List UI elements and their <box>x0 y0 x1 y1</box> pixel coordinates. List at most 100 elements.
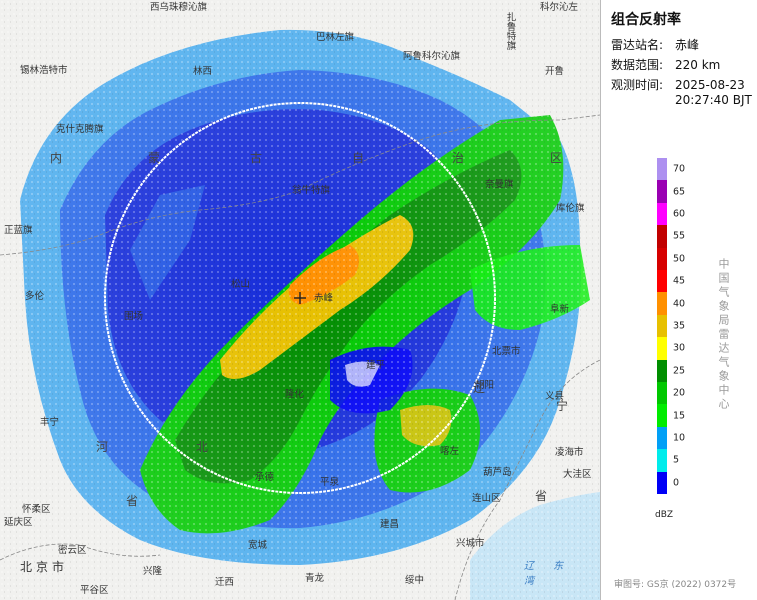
legend-band <box>657 314 667 338</box>
place-label: 兴隆 <box>143 566 163 577</box>
province-label: 宁 <box>556 399 569 413</box>
province-label: 省 <box>535 489 548 503</box>
place-label: 林西 <box>193 66 213 77</box>
legend-band <box>657 426 667 450</box>
place-label: 朝阳 <box>475 380 495 391</box>
legend-tick: 30 <box>673 342 686 354</box>
legend-tick: 65 <box>673 186 686 198</box>
legend-band <box>657 292 667 316</box>
province-label: 辽 <box>473 381 486 395</box>
radar-canvas <box>0 0 600 600</box>
legend-tick: 15 <box>673 410 686 422</box>
place-label: 扎鲁特旗 <box>504 12 516 50</box>
place-label: 开鲁 <box>545 66 565 77</box>
agency-label: 中国气象局雷达气象中心 <box>717 258 730 412</box>
place-label: 西乌珠穆沁旗 <box>150 2 208 13</box>
legend-tick: 5 <box>673 454 680 466</box>
info-label: 雷达站名: <box>611 38 664 52</box>
info-panel: 组合反射率 雷达站名: 赤峰 数据范围: 220 km 观测时间: 2025-08-2… <box>600 0 757 600</box>
info-value: 2025-08-23 <box>675 78 745 92</box>
province-label: 区 <box>550 151 563 165</box>
info-row-time: 观测时间: 2025-08-23 <box>611 76 745 93</box>
province-label: 自 <box>352 151 365 165</box>
radar-map[interactable]: 西乌珠穆沁旗 锡林浩特市 林西 巴林左旗 阿鲁科尔沁旗 扎鲁特旗 科尔沁左 开鲁… <box>0 0 600 600</box>
info-label: 数据范围: <box>611 58 664 72</box>
place-label: 科尔沁左 <box>540 2 579 13</box>
place-label: 宽城 <box>248 540 268 551</box>
province-label: 古 <box>250 151 263 165</box>
product-title: 组合反射率 <box>611 12 681 28</box>
place-label: 建平 <box>366 360 386 371</box>
province-label: 内 <box>50 151 63 165</box>
legend-tick: 45 <box>673 275 686 287</box>
legend-band <box>657 202 667 226</box>
place-label: 北京市 <box>20 560 69 574</box>
place-label: 克什克腾旗 <box>56 124 104 135</box>
province-label: 河 <box>96 440 109 454</box>
legend-band <box>657 471 667 495</box>
info-value: 20:27:40 BJT <box>675 93 752 107</box>
legend-tick: 20 <box>673 387 686 399</box>
legend-tick: 70 <box>673 163 686 175</box>
legend-band <box>657 449 667 473</box>
place-label: 平泉 <box>320 477 340 488</box>
info-value: 220 km <box>675 58 721 72</box>
legend-tick: 40 <box>673 298 686 310</box>
place-label: 绥中 <box>405 575 425 586</box>
place-label: 迁西 <box>215 577 235 588</box>
radar-site-marker <box>294 292 306 304</box>
place-label: 围场 <box>124 311 144 322</box>
map-approval-number: 审图号: GS京 (2022) 0372号 <box>614 580 737 590</box>
place-label: 平谷区 <box>80 585 109 596</box>
place-label: 怀柔区 <box>22 504 51 515</box>
legend-band <box>657 337 667 361</box>
place-label: 奈曼旗 <box>485 179 514 190</box>
place-label: 连山区 <box>472 493 501 504</box>
place-label: 翁牛特旗 <box>292 185 331 196</box>
place-label: 赤峰 <box>314 293 334 304</box>
place-label: 葫芦岛 <box>483 467 512 478</box>
place-label: 正蓝旗 <box>4 225 33 236</box>
place-label: 多伦 <box>25 291 45 302</box>
place-label: 喀左 <box>440 446 460 457</box>
legend-band <box>657 382 667 405</box>
color-legend: 70 65 60 55 50 45 40 35 30 25 20 15 10 5 0 <box>657 158 685 495</box>
place-label: 北票市 <box>492 346 521 357</box>
info-label: 观测时间: <box>611 78 664 92</box>
legend-tick: 60 <box>673 208 686 220</box>
place-label: 隆化 <box>285 389 305 400</box>
legend-tick: 50 <box>673 253 686 265</box>
place-label: 密云区 <box>58 545 87 556</box>
legend-tick: 35 <box>673 320 686 332</box>
province-label: 北 <box>196 440 209 454</box>
place-label: 松山 <box>231 279 251 290</box>
place-label: 阜新 <box>550 304 570 315</box>
province-label: 省 <box>126 494 139 508</box>
place-label: 延庆区 <box>4 517 33 528</box>
place-label: 青龙 <box>305 573 325 584</box>
place-label: 库伦旗 <box>556 203 585 214</box>
info-row-time-2: 20:27:40 BJT <box>611 93 752 107</box>
info-row-range: 数据范围: 220 km <box>611 56 720 73</box>
info-row-station: 雷达站名: 赤峰 <box>611 36 699 53</box>
legend-band <box>657 158 667 181</box>
place-label: 承德 <box>255 472 275 483</box>
place-label: 凌海市 <box>555 447 584 458</box>
place-label: 锡林浩特市 <box>20 65 68 76</box>
place-label: 义县 <box>545 391 565 402</box>
sea-label: 辽 东 湾 <box>524 561 572 587</box>
legend-band <box>657 247 667 271</box>
legend-tick: 55 <box>673 230 686 242</box>
place-label: 巴林左旗 <box>316 32 355 43</box>
legend-band <box>657 225 667 249</box>
range-ring <box>104 102 496 494</box>
legend-band <box>657 180 667 204</box>
legend-band <box>657 270 667 293</box>
place-label: 建昌 <box>380 519 400 530</box>
legend-tick: 0 <box>673 477 680 489</box>
place-label: 大洼区 <box>563 469 592 480</box>
legend-band <box>657 359 667 383</box>
place-label: 兴城市 <box>456 538 485 549</box>
legend-unit: dBZ <box>655 510 674 520</box>
info-value: 赤峰 <box>675 38 700 52</box>
